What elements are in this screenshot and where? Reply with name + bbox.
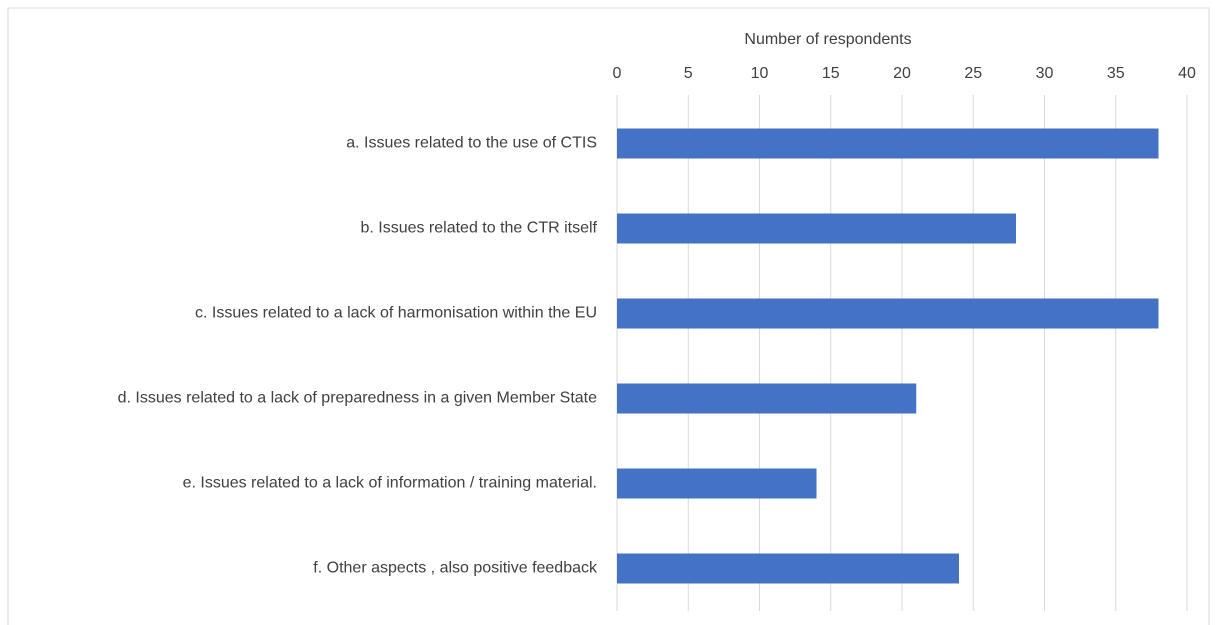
bar [617,468,817,499]
x-tick-label: 10 [751,65,769,82]
y-tick-label: c. Issues related to a lack of harmonisa… [195,305,597,322]
x-tick-label: 20 [893,65,911,82]
y-tick-label: a. Issues related to the use of CTIS [346,135,597,152]
x-tick-label: 0 [613,65,622,82]
y-tick-label: f. Other aspects , also positive feedbac… [313,560,598,577]
x-tick-label: 5 [684,65,693,82]
x-tick-label: 35 [1107,65,1125,82]
bar [617,213,1016,244]
bar [617,383,917,414]
chart-frame [7,7,1210,625]
x-tick-label: 15 [822,65,840,82]
x-tick-label: 30 [1036,65,1054,82]
y-tick-label: d. Issues related to a lack of preparedn… [118,390,597,407]
bar [617,298,1159,329]
x-tick-label: 40 [1178,65,1196,82]
y-tick-label: b. Issues related to the CTR itself [360,220,597,237]
x-axis-label: Number of respondents [744,31,911,48]
bar [617,553,959,584]
bar [617,128,1159,159]
x-tick-label: 25 [964,65,982,82]
y-tick-label: e. Issues related to a lack of informati… [183,475,597,492]
